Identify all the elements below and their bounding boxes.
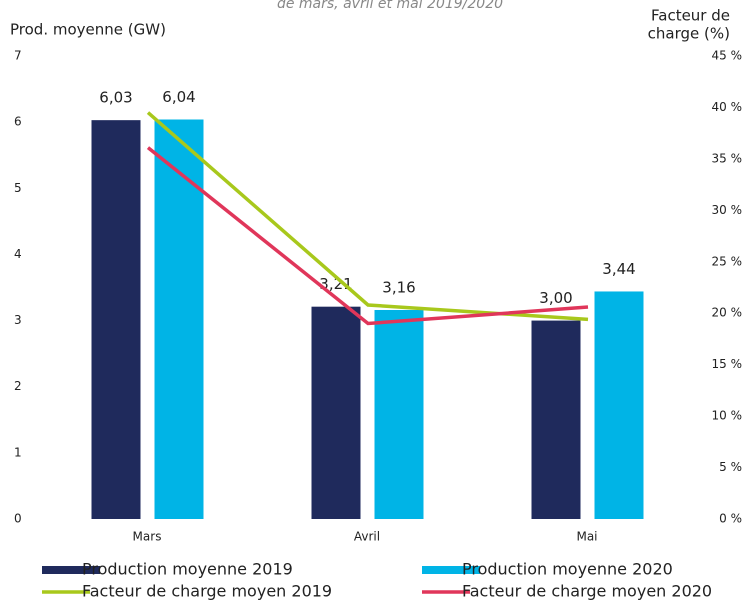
y-tick-label: 7 <box>14 49 22 63</box>
y2-axis-label: charge (%) <box>648 25 730 43</box>
bar <box>374 309 424 519</box>
value-label: 3,16 <box>382 278 415 296</box>
y2-tick-label: 35 % <box>712 151 743 165</box>
y2-tick-label: 25 % <box>712 254 743 268</box>
bar <box>594 291 644 519</box>
y2-tick-label: 10 % <box>712 409 743 423</box>
y2-tick-label: 40 % <box>712 100 743 114</box>
y2-tick-label: 45 % <box>712 49 743 63</box>
line <box>146 111 589 322</box>
y2-tick-label: 20 % <box>712 306 743 320</box>
y2-axis-label: Facteur de <box>651 7 730 25</box>
y-tick-label: 2 <box>14 379 22 393</box>
legend-label: Facteur de charge moyen 2020 <box>462 582 712 601</box>
legend-label: Facteur de charge moyen 2019 <box>82 582 332 601</box>
bar <box>531 320 581 519</box>
y2-tick-label: 15 % <box>712 357 743 371</box>
legend-label: Production moyenne 2019 <box>82 560 293 579</box>
value-label: 6,04 <box>162 88 195 106</box>
x-tick-label: Mars <box>133 530 162 544</box>
y-tick-label: 1 <box>14 445 22 459</box>
bar <box>91 120 141 519</box>
y-tick-label: 0 <box>14 512 22 526</box>
bar <box>154 119 204 520</box>
line <box>146 146 589 326</box>
y2-tick-label: 0 % <box>719 512 742 526</box>
y-tick-label: 3 <box>14 313 22 327</box>
x-tick-label: Avril <box>354 530 380 544</box>
legend-swatch <box>422 566 480 574</box>
y-axis-label: Prod. moyenne (GW) <box>10 21 166 39</box>
x-tick-label: Mai <box>576 530 597 544</box>
y-tick-label: 6 <box>14 115 22 129</box>
value-label: 3,21 <box>319 275 352 293</box>
value-label: 6,03 <box>99 89 132 107</box>
chart-subtitle: de mars, avril et mai 2019/2020 <box>277 0 503 12</box>
value-label: 3,44 <box>602 260 635 278</box>
bar <box>311 306 361 519</box>
y-tick-label: 5 <box>14 181 22 195</box>
legend-swatch <box>42 566 100 574</box>
y2-tick-label: 30 % <box>712 203 743 217</box>
value-label: 3,00 <box>539 289 572 307</box>
y-tick-label: 4 <box>14 247 22 261</box>
legend-label: Production moyenne 2020 <box>462 560 673 579</box>
y2-tick-label: 5 % <box>719 460 742 474</box>
